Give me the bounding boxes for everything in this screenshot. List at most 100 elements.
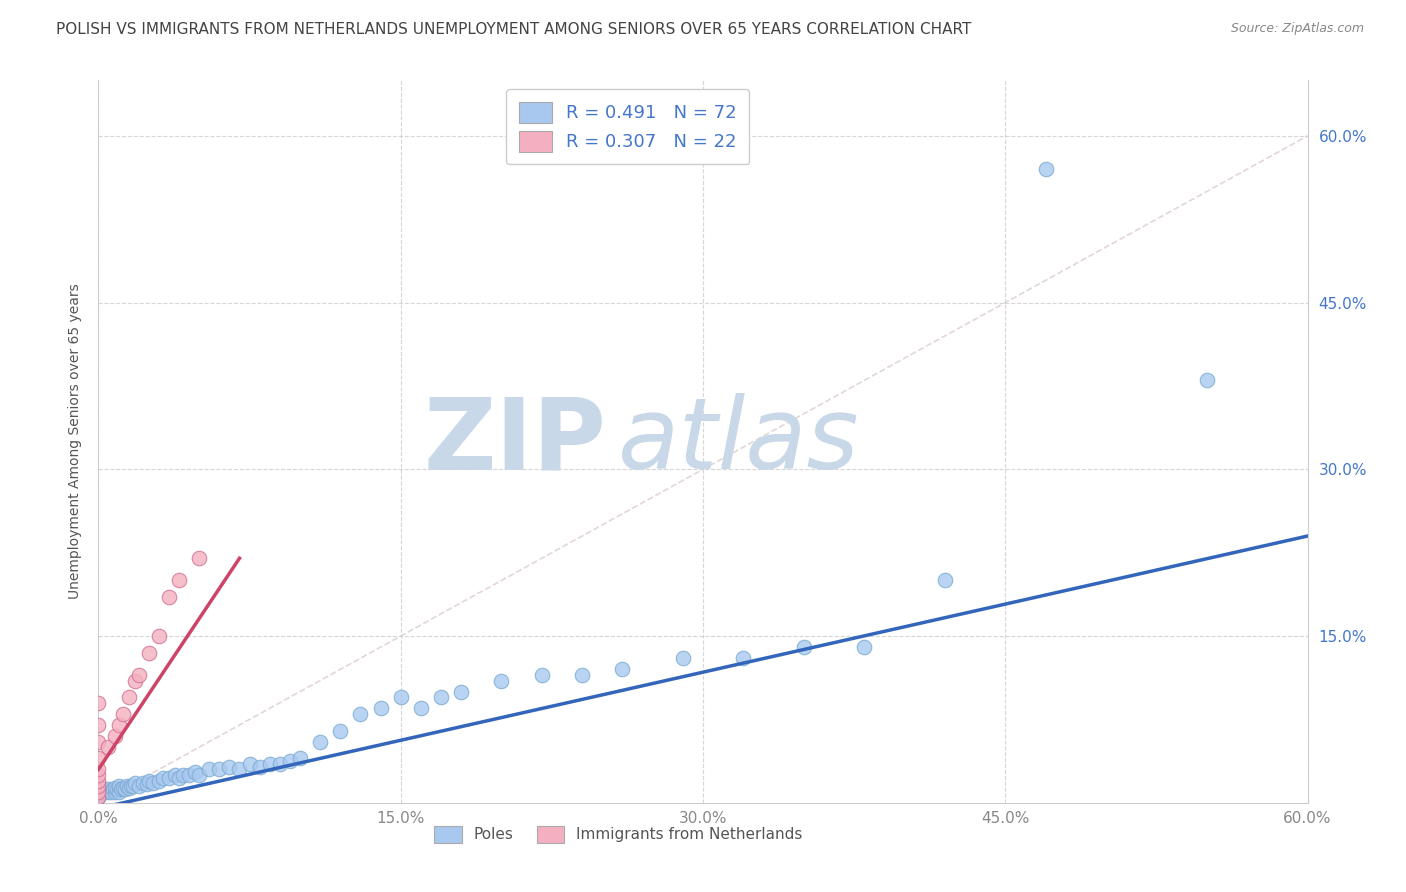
Point xyxy=(188,551,211,566)
Point xyxy=(87,785,110,799)
Point xyxy=(288,751,311,765)
Point xyxy=(157,590,180,604)
Point xyxy=(135,777,157,791)
Point xyxy=(793,640,815,655)
Point xyxy=(87,790,110,805)
Point xyxy=(329,723,352,738)
Point xyxy=(853,640,876,655)
Legend: Poles, Immigrants from Netherlands: Poles, Immigrants from Netherlands xyxy=(427,820,808,849)
Point xyxy=(111,781,134,796)
Point xyxy=(450,684,472,698)
Y-axis label: Unemployment Among Seniors over 65 years: Unemployment Among Seniors over 65 years xyxy=(69,284,83,599)
Point xyxy=(138,646,160,660)
Point xyxy=(107,785,129,799)
Point xyxy=(208,763,231,777)
Point xyxy=(167,772,190,786)
Point xyxy=(612,662,634,676)
Point xyxy=(278,754,301,768)
Point xyxy=(107,718,129,732)
Point xyxy=(571,668,593,682)
Point xyxy=(239,756,262,771)
Point xyxy=(530,668,553,682)
Point xyxy=(118,781,141,796)
Point xyxy=(107,779,129,793)
Point xyxy=(124,776,146,790)
Point xyxy=(115,779,138,793)
Point xyxy=(103,785,125,799)
Point xyxy=(105,782,128,797)
Point xyxy=(87,696,110,710)
Point xyxy=(152,772,174,786)
Point xyxy=(87,773,110,788)
Point xyxy=(370,701,392,715)
Point xyxy=(87,768,110,782)
Point xyxy=(87,782,110,797)
Point xyxy=(409,701,432,715)
Text: Source: ZipAtlas.com: Source: ZipAtlas.com xyxy=(1230,22,1364,36)
Point xyxy=(87,781,110,796)
Point xyxy=(118,690,141,705)
Point xyxy=(124,673,146,688)
Text: atlas: atlas xyxy=(619,393,860,490)
Point xyxy=(87,779,110,793)
Point xyxy=(188,768,211,782)
Point xyxy=(934,574,956,588)
Point xyxy=(101,782,124,797)
Point xyxy=(111,706,134,721)
Point xyxy=(349,706,371,721)
Point xyxy=(228,763,250,777)
Point xyxy=(87,734,110,748)
Text: POLISH VS IMMIGRANTS FROM NETHERLANDS UNEMPLOYMENT AMONG SENIORS OVER 65 YEARS C: POLISH VS IMMIGRANTS FROM NETHERLANDS UN… xyxy=(56,22,972,37)
Point xyxy=(128,779,150,793)
Point xyxy=(249,760,271,774)
Point xyxy=(172,768,194,782)
Point xyxy=(87,763,110,777)
Point xyxy=(110,782,132,797)
Point xyxy=(157,772,180,786)
Point xyxy=(198,763,221,777)
Point xyxy=(87,787,110,801)
Point xyxy=(87,782,110,797)
Point xyxy=(87,751,110,765)
Point xyxy=(179,768,201,782)
Point xyxy=(128,668,150,682)
Point xyxy=(87,790,110,805)
Point xyxy=(1035,162,1057,177)
Point xyxy=(269,756,291,771)
Point xyxy=(121,779,143,793)
Point xyxy=(1195,373,1218,387)
Point xyxy=(163,768,186,782)
Point xyxy=(138,773,160,788)
Text: ZIP: ZIP xyxy=(423,393,606,490)
Point xyxy=(148,629,170,643)
Point xyxy=(100,785,122,799)
Point xyxy=(259,756,281,771)
Point xyxy=(87,790,110,805)
Point xyxy=(87,785,110,799)
Point xyxy=(491,673,513,688)
Point xyxy=(97,740,120,755)
Point xyxy=(93,782,115,797)
Point xyxy=(87,718,110,732)
Point xyxy=(733,651,755,665)
Point xyxy=(120,779,142,793)
Point xyxy=(430,690,453,705)
Point xyxy=(309,734,332,748)
Point xyxy=(103,729,125,743)
Point xyxy=(114,782,136,797)
Point xyxy=(672,651,695,665)
Point xyxy=(87,790,110,805)
Point xyxy=(148,773,170,788)
Point xyxy=(87,785,110,799)
Point xyxy=(103,781,125,796)
Point xyxy=(87,779,110,793)
Point xyxy=(93,785,115,799)
Point xyxy=(184,764,207,779)
Point xyxy=(389,690,412,705)
Point xyxy=(97,785,120,799)
Point xyxy=(97,782,120,797)
Point xyxy=(167,574,190,588)
Point xyxy=(132,776,155,790)
Point xyxy=(218,760,240,774)
Point xyxy=(142,776,165,790)
